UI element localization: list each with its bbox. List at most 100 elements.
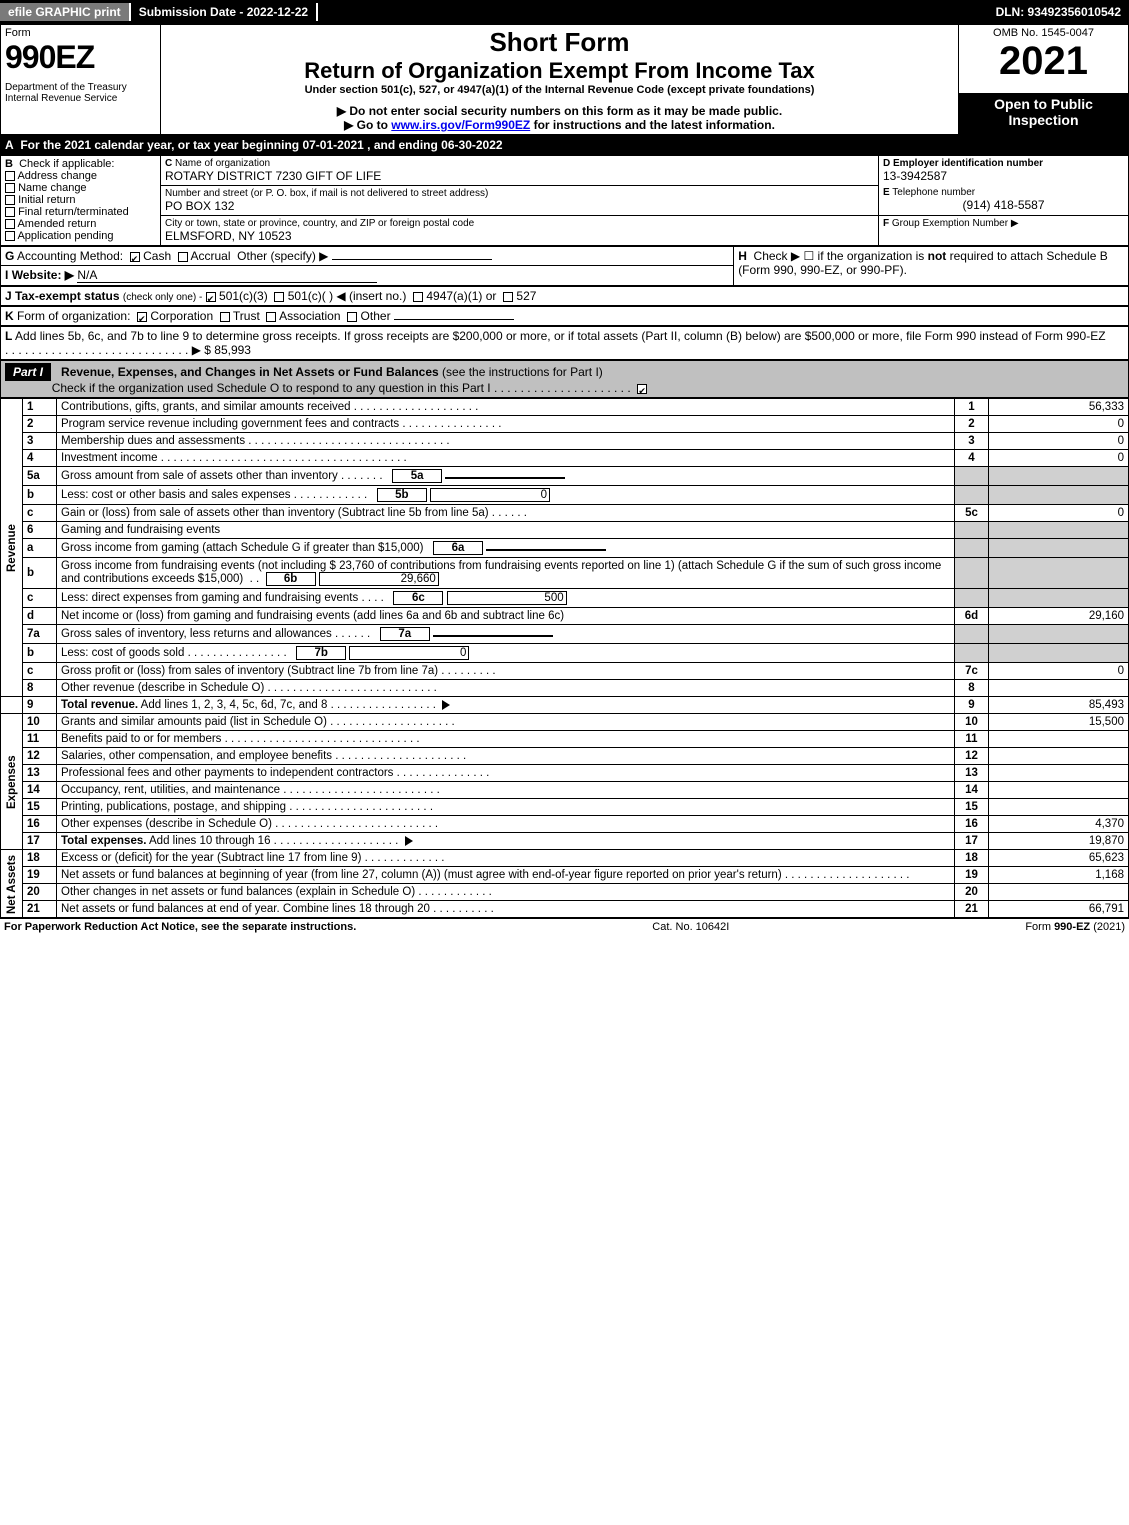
org-name: ROTARY DISTRICT 7230 GIFT OF LIFE xyxy=(165,169,874,183)
tax-year: 2021 xyxy=(963,39,1124,84)
footer-right: Form 990-EZ (2021) xyxy=(1025,921,1125,933)
l6c-n: c xyxy=(23,589,57,608)
k-other: Other xyxy=(361,309,391,323)
l5b-subln: 5b xyxy=(377,488,427,502)
l4-text: Investment income . . . . . . . . . . . … xyxy=(57,450,955,467)
l8-ln: 8 xyxy=(955,680,989,697)
opt-final-return-label: Final return/terminated xyxy=(18,206,129,218)
c-name-label-text: Name of organization xyxy=(175,158,270,169)
footer-mid: Cat. No. 10642I xyxy=(652,921,729,933)
l7b-text: Less: cost of goods sold . . . . . . . .… xyxy=(57,644,955,663)
l12-ln: 12 xyxy=(955,748,989,765)
opt-application-pending-label: Application pending xyxy=(17,230,113,242)
l3-ln: 3 xyxy=(955,433,989,450)
l17-text: Total expenses. Add lines 10 through 16 … xyxy=(57,833,955,850)
opt-amended-return: Amended return xyxy=(5,218,156,230)
instr-ssn: ▶ Do not enter social security numbers o… xyxy=(165,104,954,118)
l15-ln: 15 xyxy=(955,799,989,816)
arrow-icon xyxy=(442,700,450,710)
opt-amended-return-label: Amended return xyxy=(17,218,96,230)
l3-n: 3 xyxy=(23,433,57,450)
part1-paren: (see the instructions for Part I) xyxy=(442,365,603,379)
l5b-n: b xyxy=(23,486,57,505)
l21-ln: 21 xyxy=(955,901,989,918)
l13-val xyxy=(989,765,1129,782)
l6c-subln: 6c xyxy=(393,591,443,605)
l6c-subval: 500 xyxy=(447,591,567,605)
efile-label: efile GRAPHIC print xyxy=(0,3,131,21)
l6d-n: d xyxy=(23,608,57,625)
l12-val xyxy=(989,748,1129,765)
g-cash: Cash xyxy=(143,249,171,263)
l8-val xyxy=(989,680,1129,697)
c-street-label: Number and street (or P. O. box, if mail… xyxy=(165,188,874,199)
opt-name-change: Name change xyxy=(5,182,156,194)
form-word: Form xyxy=(5,27,156,39)
l17-ln: 17 xyxy=(955,833,989,850)
l1-text: Contributions, gifts, grants, and simila… xyxy=(57,399,955,416)
l9-text: Total revenue. Add lines 1, 2, 3, 4, 5c,… xyxy=(57,697,955,714)
instr-goto-pre: ▶ Go to xyxy=(344,118,391,132)
g-other: Other (specify) ▶ xyxy=(237,249,328,263)
c-name-label: C Name of organization xyxy=(165,158,874,169)
l7c-ln: 7c xyxy=(955,663,989,680)
l2-n: 2 xyxy=(23,416,57,433)
l21-n: 21 xyxy=(23,901,57,918)
l7a-val-shaded xyxy=(989,625,1129,644)
j-opt1: 501(c)(3) xyxy=(219,289,268,303)
l6d-ln: 6d xyxy=(955,608,989,625)
top-bar: efile GRAPHIC print Submission Date - 20… xyxy=(0,0,1129,24)
j-label: Tax-exempt status xyxy=(15,289,119,303)
k-label: Form of organization: xyxy=(17,309,130,323)
g-other-blank xyxy=(332,259,492,260)
l7b-subval: 0 xyxy=(349,646,469,660)
l6d-val: 29,160 xyxy=(989,608,1129,625)
l18-text: Excess or (deficit) for the year (Subtra… xyxy=(57,850,955,867)
part1-scho-check xyxy=(637,384,647,394)
e-phone-label: E Telephone number xyxy=(883,187,1124,198)
l10-text: Grants and similar amounts paid (list in… xyxy=(57,714,955,731)
l4-val: 0 xyxy=(989,450,1129,467)
l6b-pre: Gross income from fundraising events (no… xyxy=(61,560,339,572)
k-row: K Form of organization: Corporation Trus… xyxy=(0,306,1129,326)
l6d-text: Net income or (loss) from gaming and fun… xyxy=(57,608,955,625)
j-opt2: 501(c)( ) ◀ (insert no.) xyxy=(288,289,407,303)
l7a-text: Gross sales of inventory, less returns a… xyxy=(57,625,955,644)
l9-rest: Add lines 1, 2, 3, 4, 5c, 6d, 7c, and 8 xyxy=(138,699,327,711)
l21-val: 66,791 xyxy=(989,901,1129,918)
l6a-n: a xyxy=(23,539,57,558)
l6-ln-shaded xyxy=(955,522,989,539)
l9-n: 9 xyxy=(23,697,57,714)
l18-val: 65,623 xyxy=(989,850,1129,867)
l1-n: 1 xyxy=(23,399,57,416)
j-501c3-check xyxy=(206,292,216,302)
l6-n: 6 xyxy=(23,522,57,539)
l5c-n: c xyxy=(23,505,57,522)
l17-n: 17 xyxy=(23,833,57,850)
l6b-subval: 29,660 xyxy=(319,572,439,586)
opt-address-change: Address change xyxy=(5,170,156,182)
l20-val xyxy=(989,884,1129,901)
l6b-text: Gross income from fundraising events (no… xyxy=(57,558,955,589)
part1-table: Revenue 1 Contributions, gifts, grants, … xyxy=(0,398,1129,918)
l6a-ln-shaded xyxy=(955,539,989,558)
f-group-label: F Group Exemption Number ▶ xyxy=(883,218,1124,229)
d-ein-label: D Employer identification number xyxy=(883,158,1124,169)
accrual-checkbox xyxy=(178,252,188,262)
cash-checkbox xyxy=(130,252,140,262)
instr-goto: ▶ Go to www.irs.gov/Form990EZ for instru… xyxy=(165,118,954,132)
instr-goto-post: for instructions and the latest informat… xyxy=(530,118,775,132)
j-501c-check xyxy=(274,292,284,302)
omb-number: OMB No. 1545-0047 xyxy=(963,27,1124,39)
line-b-header: B Check if applicable: xyxy=(5,158,156,170)
opt-initial-return-label: Initial return xyxy=(18,194,75,206)
phone-value: (914) 418-5587 xyxy=(883,198,1124,212)
l6b-n: b xyxy=(23,558,57,589)
expenses-vlabel: Expenses xyxy=(1,714,23,850)
l20-text: Other changes in net assets or fund bala… xyxy=(57,884,955,901)
l7a-subln: 7a xyxy=(380,627,430,641)
irs-link[interactable]: www.irs.gov/Form990EZ xyxy=(391,118,530,132)
l15-n: 15 xyxy=(23,799,57,816)
l12-n: 12 xyxy=(23,748,57,765)
l6-text: Gaming and fundraising events xyxy=(57,522,955,539)
